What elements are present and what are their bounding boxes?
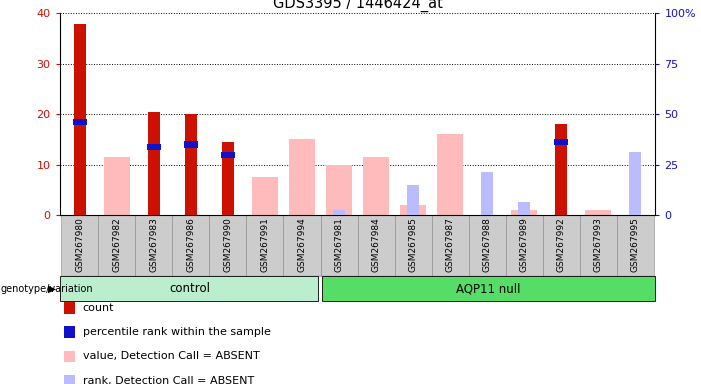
Bar	[72, 119, 88, 125]
Bar	[505, 215, 543, 276]
Text: value, Detection Call = ABSENT: value, Detection Call = ABSENT	[83, 351, 259, 361]
Text: GSM267991: GSM267991	[261, 217, 269, 272]
Text: ▶: ▶	[48, 284, 56, 294]
Title: GDS3395 / 1446424_at: GDS3395 / 1446424_at	[273, 0, 442, 12]
Bar	[432, 215, 468, 276]
Bar	[358, 215, 395, 276]
Bar	[437, 134, 463, 215]
Text: percentile rank within the sample: percentile rank within the sample	[83, 327, 271, 337]
Bar	[98, 215, 135, 276]
Bar	[511, 210, 537, 215]
Bar	[247, 215, 283, 276]
Bar	[64, 302, 76, 314]
Text: GSM267989: GSM267989	[519, 217, 529, 272]
Bar	[554, 139, 569, 145]
Bar	[62, 215, 98, 276]
Bar	[184, 141, 198, 147]
Bar	[400, 205, 426, 215]
Bar	[221, 152, 236, 157]
Bar	[148, 112, 160, 215]
Bar	[64, 351, 76, 362]
Bar	[222, 172, 234, 215]
Text: genotype/variation: genotype/variation	[1, 284, 93, 294]
Bar	[252, 177, 278, 215]
Text: GSM267982: GSM267982	[112, 217, 121, 271]
Text: GSM267992: GSM267992	[557, 217, 566, 271]
Bar	[333, 210, 345, 215]
Bar	[320, 215, 358, 276]
Text: count: count	[83, 303, 114, 313]
Text: GSM267984: GSM267984	[372, 217, 381, 271]
Bar	[543, 215, 580, 276]
Bar	[210, 215, 247, 276]
Text: AQP11 null: AQP11 null	[456, 283, 520, 295]
Text: GSM267985: GSM267985	[409, 217, 418, 272]
Text: GSM267995: GSM267995	[631, 217, 639, 272]
Bar	[407, 185, 419, 215]
Bar	[518, 202, 530, 215]
Text: GSM267994: GSM267994	[297, 217, 306, 271]
Text: rank, Detection Call = ABSENT: rank, Detection Call = ABSENT	[83, 376, 254, 384]
Bar	[555, 124, 567, 215]
Bar	[580, 215, 617, 276]
Text: GSM267981: GSM267981	[334, 217, 343, 272]
Text: GSM267990: GSM267990	[224, 217, 233, 272]
Bar	[104, 157, 130, 215]
Bar	[185, 114, 197, 215]
Bar	[64, 326, 76, 338]
Text: GSM267983: GSM267983	[149, 217, 158, 272]
Bar	[363, 157, 389, 215]
Bar	[395, 215, 432, 276]
Text: GSM267986: GSM267986	[186, 217, 196, 272]
Bar	[629, 152, 641, 215]
Text: control: control	[170, 283, 210, 295]
Bar	[74, 23, 86, 215]
Bar	[468, 215, 505, 276]
Bar	[172, 215, 210, 276]
Text: GSM267988: GSM267988	[482, 217, 491, 272]
Bar	[222, 142, 234, 215]
Text: GSM267987: GSM267987	[446, 217, 454, 272]
Bar	[617, 215, 653, 276]
Bar	[585, 210, 611, 215]
Bar	[289, 139, 315, 215]
Text: GSM267980: GSM267980	[76, 217, 84, 272]
Bar	[64, 375, 76, 384]
Bar	[60, 276, 318, 301]
Bar	[322, 276, 655, 301]
Bar	[283, 215, 320, 276]
Text: GSM267993: GSM267993	[594, 217, 603, 272]
Bar	[135, 215, 172, 276]
Bar	[147, 144, 161, 150]
Bar	[481, 172, 493, 215]
Bar	[326, 165, 352, 215]
